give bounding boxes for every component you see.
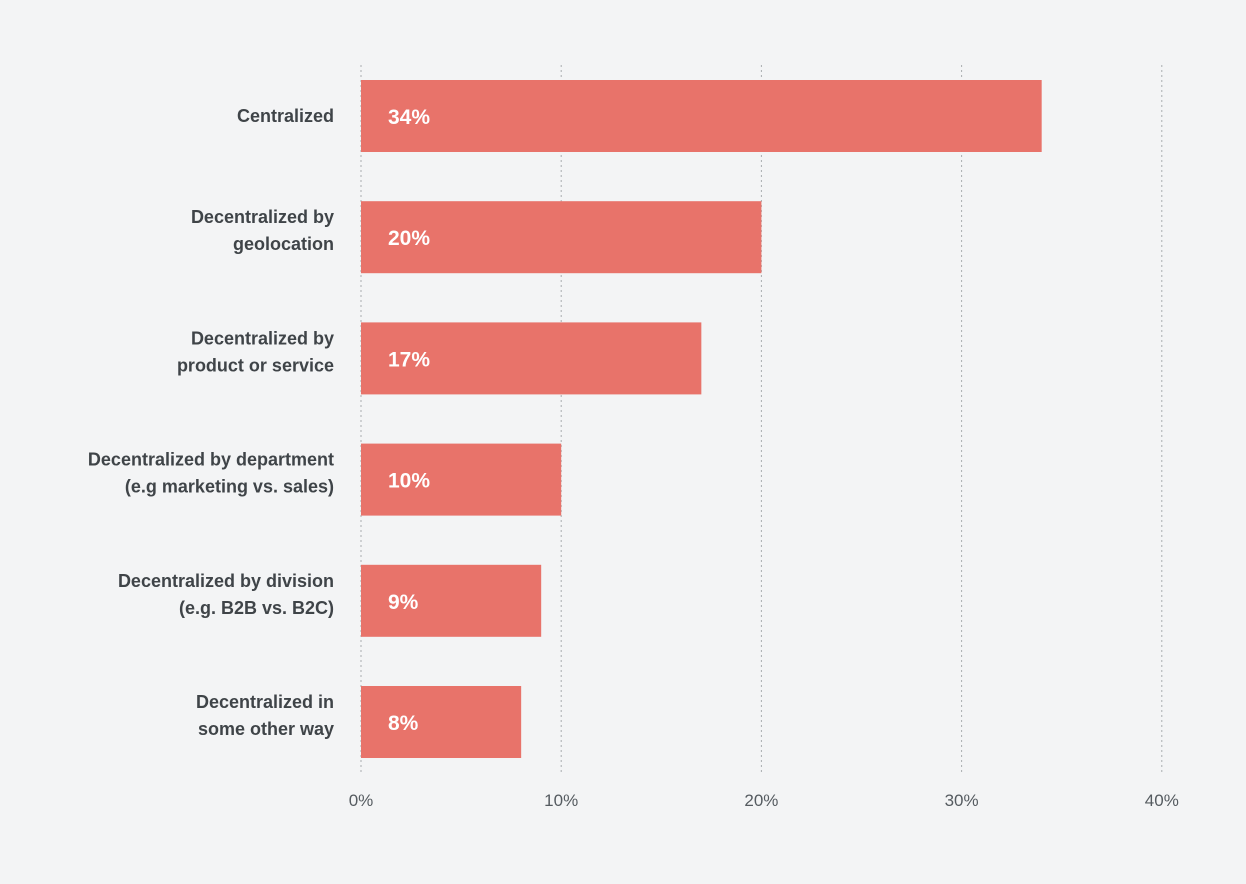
category-label: Decentralized by: [191, 328, 334, 348]
category-label: Decentralized in: [196, 692, 334, 712]
x-tick-label: 0%: [349, 791, 374, 810]
category-label: Decentralized by division: [118, 571, 334, 591]
bar-value-label: 8%: [388, 712, 419, 735]
bar-value-label: 34%: [388, 106, 430, 129]
category-label: (e.g. B2B vs. B2C): [179, 598, 334, 618]
bar-value-label: 9%: [388, 591, 419, 614]
bar: [361, 686, 522, 758]
bar: [361, 564, 542, 637]
x-tick-label: 30%: [945, 791, 979, 810]
bar-value-label: 10%: [388, 470, 430, 493]
category-label: some other way: [198, 719, 334, 739]
bar-value-label: 17%: [388, 348, 430, 371]
category-label: (e.g marketing vs. sales): [125, 477, 334, 497]
x-tick-label: 20%: [744, 791, 778, 810]
category-label: product or service: [177, 355, 334, 375]
bar: [361, 80, 1042, 152]
bar-value-label: 20%: [388, 227, 430, 250]
category-label: Decentralized by: [191, 207, 334, 227]
category-label: geolocation: [233, 234, 334, 254]
bar: [361, 322, 702, 395]
category-label: Decentralized by department: [88, 450, 334, 470]
bar: [361, 443, 562, 516]
x-tick-label: 10%: [544, 791, 578, 810]
bar: [361, 201, 762, 274]
category-label: Centralized: [237, 106, 334, 126]
x-tick-label: 40%: [1145, 791, 1179, 810]
